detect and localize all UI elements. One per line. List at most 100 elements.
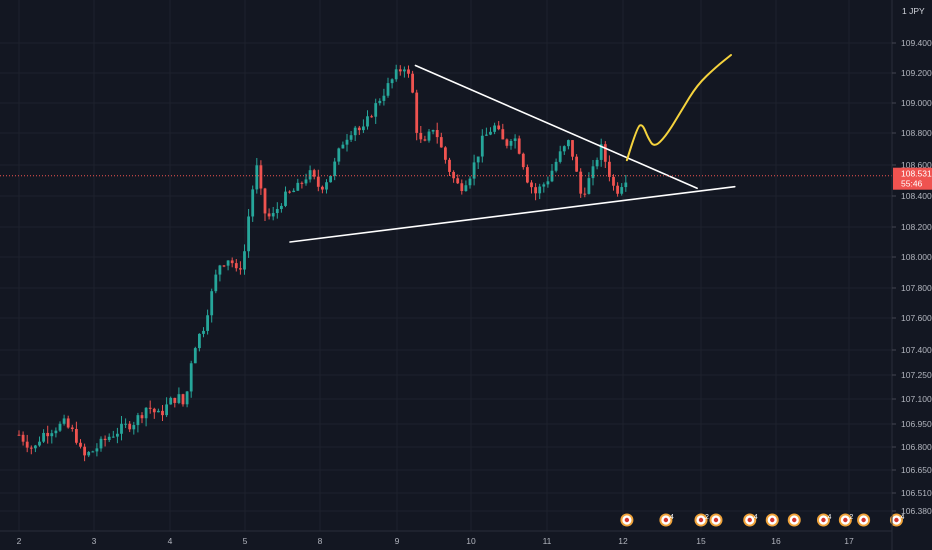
candle-down <box>423 139 427 141</box>
y-tick-label: 108.600 <box>901 160 932 170</box>
x-tick-label: 2 <box>17 536 22 546</box>
candle-down <box>444 147 447 160</box>
candle-up <box>296 182 300 191</box>
candle-up <box>485 134 488 136</box>
candle-down <box>21 434 25 442</box>
candle-up <box>50 433 54 437</box>
price-projection-drawing[interactable] <box>625 54 732 162</box>
candle-up <box>591 166 595 179</box>
candle-up <box>62 418 66 424</box>
candle-down <box>608 161 611 177</box>
candle-up <box>427 131 431 141</box>
candle-up <box>538 186 542 194</box>
flag-icon <box>843 517 848 523</box>
candle-down <box>370 116 373 118</box>
event-marker[interactable] <box>765 513 779 527</box>
grid-lines <box>0 0 892 531</box>
event-marker[interactable]: 2 <box>694 513 710 527</box>
candle-up <box>493 125 496 132</box>
candle-down <box>181 394 185 405</box>
y-tick-label: 107.600 <box>901 313 932 323</box>
candle-up <box>120 423 123 434</box>
y-tick-label: 106.380 <box>901 506 932 516</box>
y-tick-label: 108.400 <box>901 191 932 201</box>
candle-down <box>29 447 33 449</box>
candle-up <box>280 205 283 210</box>
candles <box>17 64 628 462</box>
ascending-support-trendline[interactable] <box>289 185 736 243</box>
candle-down <box>521 153 525 168</box>
current-price-tag-box <box>893 167 932 190</box>
candle-up <box>345 139 349 145</box>
candle-down <box>439 137 443 148</box>
event-markers[interactable]: 4 2 4 4 2 4 <box>620 513 905 527</box>
candle-up <box>378 100 382 104</box>
projection-path[interactable] <box>625 54 732 162</box>
candle-up <box>325 182 328 190</box>
candle-down <box>419 132 423 140</box>
candle-down <box>534 187 537 194</box>
candle-down <box>75 428 78 443</box>
event-marker-count: 2 <box>849 514 853 521</box>
event-marker-count: 4 <box>827 514 831 521</box>
candle-up <box>403 69 406 72</box>
event-marker[interactable]: 4 <box>816 513 832 527</box>
candle-up <box>38 441 41 446</box>
candle-down <box>407 69 410 74</box>
flag-icon <box>894 517 899 523</box>
candle-up <box>595 159 599 167</box>
candle-up <box>554 161 558 171</box>
candle-down <box>234 263 238 269</box>
candle-up <box>34 445 37 449</box>
candle-up <box>189 363 193 392</box>
time-axis[interactable]: 2 3 4 5 8 9 10 11 12 15 16 17 <box>17 536 854 546</box>
candle-up <box>210 291 214 316</box>
flag-icon <box>792 517 797 523</box>
candle-up <box>620 187 624 194</box>
event-marker[interactable] <box>620 513 634 527</box>
candle-down <box>517 138 521 154</box>
x-tick-label: 15 <box>696 536 706 546</box>
candle-up <box>116 433 119 437</box>
event-marker[interactable]: 4 <box>889 513 905 527</box>
candle-up <box>218 265 222 275</box>
candle-up <box>468 178 472 186</box>
y-tick-label: 108.000 <box>901 252 932 262</box>
candle-up <box>177 394 181 403</box>
current-price-tag: 108.531 55:46 <box>893 167 932 190</box>
candle-down <box>300 182 304 184</box>
candle-up <box>42 432 45 442</box>
trendlines[interactable] <box>289 64 736 243</box>
candle-down <box>25 441 29 448</box>
candle-up <box>54 430 58 434</box>
candle-down <box>173 397 177 403</box>
event-marker[interactable]: 4 <box>659 513 674 527</box>
candle-up <box>558 151 562 162</box>
candle-down <box>239 268 242 270</box>
candle-up <box>587 178 591 194</box>
event-marker[interactable] <box>857 513 871 527</box>
candle-down <box>448 159 451 172</box>
candle-down <box>501 129 505 140</box>
event-marker[interactable] <box>709 513 723 527</box>
candle-up <box>124 423 127 425</box>
event-marker[interactable]: 4 <box>743 513 758 527</box>
candle-up <box>464 185 468 192</box>
event-marker[interactable]: 2 <box>838 513 854 527</box>
candle-up <box>542 184 546 187</box>
price-axis[interactable]: 109.400 109.200 109.000 108.800 108.600 108.4… <box>892 38 932 516</box>
candle-down <box>267 213 271 217</box>
candle-up <box>374 103 378 117</box>
candle-down <box>583 193 587 195</box>
x-tick-label: 9 <box>395 536 400 546</box>
candle-down <box>103 438 107 441</box>
candle-up <box>489 131 492 135</box>
descending-resistance-trendline[interactable] <box>414 64 698 190</box>
candle-up <box>362 126 365 131</box>
y-tick-label: 107.400 <box>901 345 932 355</box>
candle-up <box>546 181 550 185</box>
event-marker[interactable] <box>787 513 801 527</box>
candle-down <box>83 446 86 456</box>
y-tick-label: 106.800 <box>901 442 932 452</box>
